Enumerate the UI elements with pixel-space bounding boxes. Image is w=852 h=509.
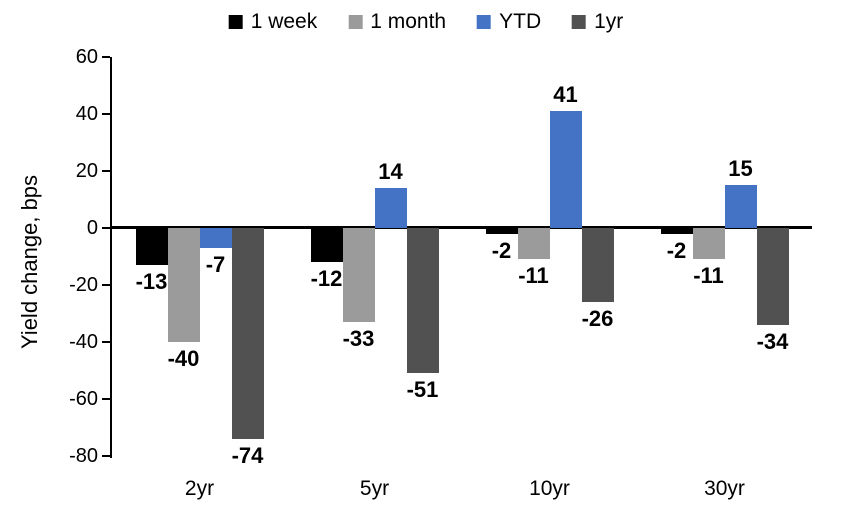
y-tick-mark bbox=[102, 113, 110, 115]
bar-1-week-30yr[interactable] bbox=[660, 228, 693, 234]
y-tick-label: 0 bbox=[86, 217, 98, 239]
y-tick-mark bbox=[102, 56, 110, 58]
bar-1-week-5yr[interactable] bbox=[310, 228, 343, 263]
bar-1-month-30yr[interactable] bbox=[692, 228, 725, 260]
data-label: -11 bbox=[693, 263, 724, 289]
data-label: -2 bbox=[491, 237, 512, 263]
legend-item-1-month[interactable]: 1 month bbox=[348, 9, 446, 35]
bar-1-month-5yr[interactable] bbox=[342, 228, 375, 323]
legend-item-1yr[interactable]: 1yr bbox=[572, 9, 623, 35]
bar-ytd-30yr[interactable] bbox=[724, 185, 757, 228]
x-category-label: 5yr bbox=[359, 477, 390, 500]
data-label: -12 bbox=[310, 266, 343, 292]
y-tick-label: 40 bbox=[75, 103, 98, 125]
data-label: -7 bbox=[205, 251, 226, 277]
bar-1yr-2yr[interactable] bbox=[231, 228, 264, 439]
y-tick-mark bbox=[102, 341, 110, 343]
zero-baseline bbox=[110, 226, 812, 229]
legend-label: 1 month bbox=[370, 10, 447, 33]
chart-legend: 1 week 1 month YTD 1yr bbox=[228, 9, 623, 35]
bar-ytd-10yr[interactable] bbox=[549, 111, 582, 228]
y-tick-label: 20 bbox=[75, 160, 98, 182]
data-label: -2 bbox=[666, 237, 687, 263]
y-tick-label: 60 bbox=[75, 46, 98, 68]
legend-label: YTD bbox=[499, 10, 542, 33]
y-tick-mark bbox=[102, 398, 110, 400]
legend-swatch-icon bbox=[228, 15, 243, 29]
legend-label: 1 week bbox=[250, 10, 318, 33]
legend-swatch-icon bbox=[348, 15, 363, 29]
bar-ytd-2yr[interactable] bbox=[199, 228, 232, 248]
bar-1yr-30yr[interactable] bbox=[756, 228, 789, 325]
y-tick-mark bbox=[102, 284, 110, 286]
data-label: -26 bbox=[581, 306, 614, 332]
y-tick-label: -40 bbox=[69, 331, 98, 353]
y-tick-label: -60 bbox=[69, 388, 98, 410]
legend-swatch-icon bbox=[477, 15, 492, 29]
data-label: -13 bbox=[135, 269, 168, 295]
y-tick-mark bbox=[102, 170, 110, 172]
legend-swatch-icon bbox=[572, 15, 587, 29]
bar-1-week-10yr[interactable] bbox=[485, 228, 518, 234]
data-label: -11 bbox=[518, 263, 549, 289]
data-label: -51 bbox=[406, 377, 439, 403]
data-label: -33 bbox=[342, 326, 375, 352]
x-category-label: 30yr bbox=[704, 477, 745, 500]
data-label: 41 bbox=[553, 82, 578, 108]
bar-1-week-2yr[interactable] bbox=[135, 228, 168, 266]
legend-item-1-week[interactable]: 1 week bbox=[228, 9, 318, 35]
data-label: -74 bbox=[231, 442, 264, 468]
x-category-label: 10yr bbox=[529, 477, 570, 500]
y-tick-label: -20 bbox=[69, 274, 98, 296]
bar-1-month-10yr[interactable] bbox=[517, 228, 550, 260]
y-axis-title: Yield change, bps bbox=[17, 174, 42, 350]
y-tick-mark bbox=[102, 227, 110, 229]
bar-1yr-5yr[interactable] bbox=[406, 228, 439, 374]
data-label: 15 bbox=[728, 156, 753, 182]
data-label: -34 bbox=[756, 328, 789, 354]
y-tick-mark bbox=[102, 455, 110, 457]
bar-ytd-5yr[interactable] bbox=[374, 188, 407, 228]
x-category-label: 2yr bbox=[184, 477, 215, 500]
y-tick-label: -80 bbox=[69, 445, 98, 467]
legend-item-ytd[interactable]: YTD bbox=[477, 9, 541, 35]
legend-label: 1yr bbox=[594, 10, 624, 33]
bar-1-month-2yr[interactable] bbox=[167, 228, 200, 342]
y-axis-line bbox=[110, 57, 112, 458]
data-label: -40 bbox=[167, 346, 200, 371]
data-label: 14 bbox=[378, 159, 403, 185]
bar-1yr-10yr[interactable] bbox=[581, 228, 614, 303]
